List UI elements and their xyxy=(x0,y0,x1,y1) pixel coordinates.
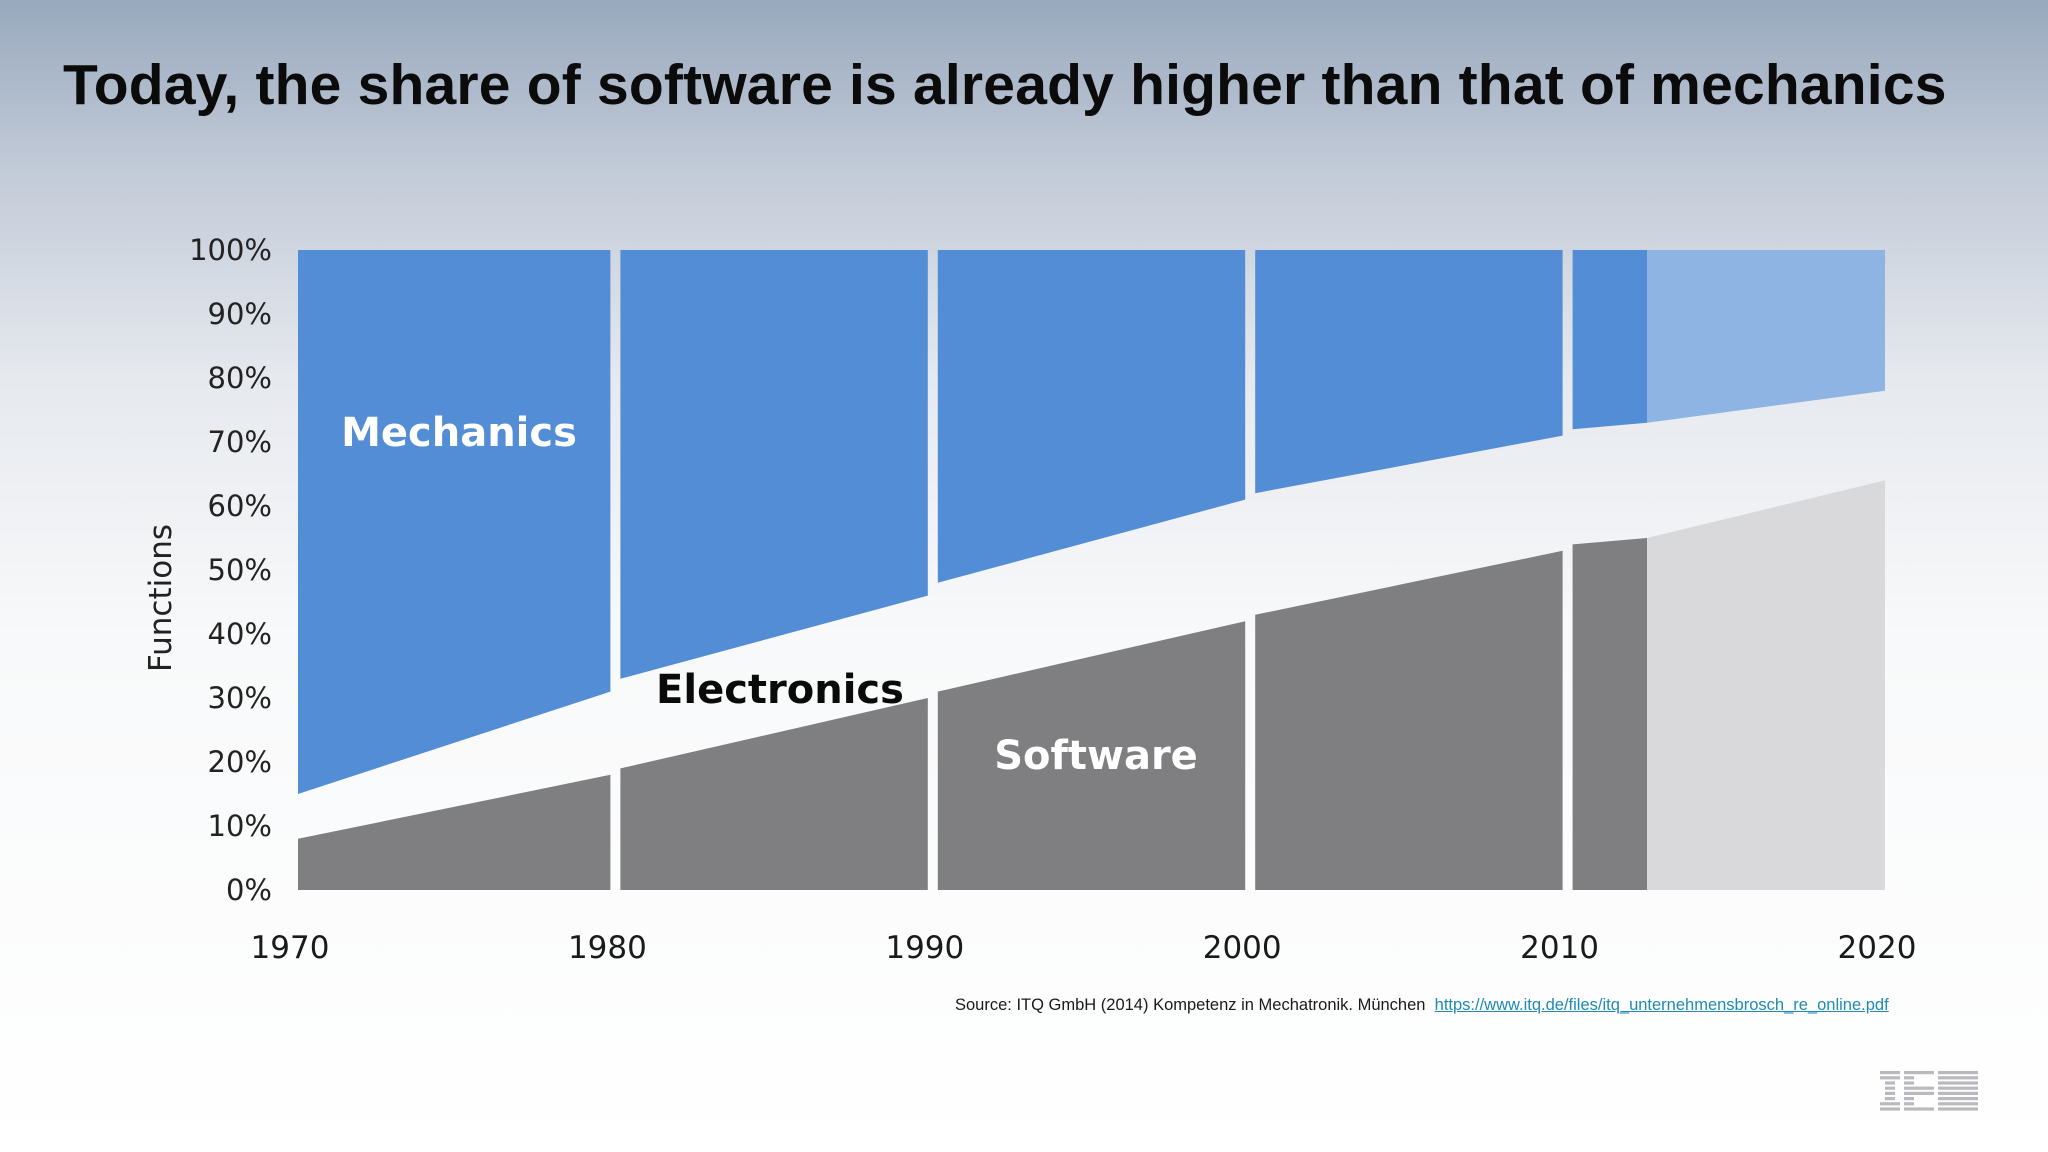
ibm-logo-stripe xyxy=(1938,1081,1978,1085)
y-tick-label: 70% xyxy=(208,425,272,459)
ibm-logo-stripe xyxy=(1938,1107,1978,1111)
software-area-2010 xyxy=(1572,538,1647,890)
ibm-logo-stripe xyxy=(1880,1076,1900,1080)
ibm-logo-stripe xyxy=(1880,1102,1900,1106)
x-tick-label: 1990 xyxy=(885,930,964,966)
mechanics-area-2010 xyxy=(1572,250,1647,430)
ibm-logo-stripes xyxy=(1880,1071,1978,1111)
software-area-1990 xyxy=(937,621,1246,890)
x-tick-label: 1970 xyxy=(251,930,330,966)
ibm-logo-stripe xyxy=(1938,1076,1978,1080)
y-tick-label: 80% xyxy=(208,361,272,395)
ibm-logo-stripe xyxy=(1904,1091,1934,1095)
x-tick-label: 2010 xyxy=(1520,930,1599,966)
mechanics-area-2000 xyxy=(1255,250,1563,494)
ibm-logo-stripe xyxy=(1938,1102,1978,1106)
software-area-2000 xyxy=(1255,550,1563,890)
ibm-logo-stripe xyxy=(1904,1081,1914,1085)
x-tick-label: 1980 xyxy=(568,930,647,966)
chart-regions xyxy=(298,250,1885,890)
y-tick-label: 10% xyxy=(208,809,272,843)
ibm-logo-stripe xyxy=(1938,1071,1978,1075)
y-tick-label: 30% xyxy=(208,681,272,715)
mechanics-area-1980 xyxy=(620,250,928,679)
y-tick-label: 40% xyxy=(208,617,272,651)
ibm-logo-stripe xyxy=(1904,1102,1914,1106)
ibm-logo-stripe xyxy=(1885,1097,1895,1101)
x-axis-ticks: 1970 1980 1990 2000 2010 2020 xyxy=(251,930,1917,966)
software-area-1970 xyxy=(298,774,611,890)
ibm-logo-stripe xyxy=(1904,1076,1914,1080)
y-tick-label: 60% xyxy=(208,489,272,523)
ibm-logo-stripe xyxy=(1938,1091,1978,1095)
software-area-forecast xyxy=(1647,480,1885,890)
y-tick-label: 100% xyxy=(189,233,272,267)
mechanics-label: Mechanics xyxy=(341,410,577,456)
mechanics-area-forecast xyxy=(1647,250,1885,423)
y-tick-label: 50% xyxy=(208,553,272,587)
source-text: Source: ITQ GmbH (2014) Kompetenz in Mec… xyxy=(955,996,1426,1014)
mechanics-area-1970 xyxy=(298,250,611,794)
ibm-logo-stripe xyxy=(1885,1091,1895,1095)
y-axis-ticks: 0% 10% 20% 30% 40% 50% 60% 70% 80% 90% 100% xyxy=(189,233,272,907)
ibm-logo-stripe xyxy=(1880,1107,1900,1111)
x-tick-label: 2020 xyxy=(1838,930,1917,966)
ibm-logo-stripe xyxy=(1904,1107,1934,1111)
ibm-logo-stripe xyxy=(1938,1086,1978,1090)
mechanics-area-1990 xyxy=(937,250,1246,583)
ibm-logo-stripe xyxy=(1885,1081,1895,1085)
y-tick-label: 90% xyxy=(208,297,272,331)
electronics-label: Electronics xyxy=(656,667,904,713)
ibm-logo xyxy=(1880,1071,1978,1111)
slide-title: Today, the share of software is already … xyxy=(63,53,1947,117)
source-link[interactable]: https://www.itq.de/files/itq_unternehmen… xyxy=(1434,996,1889,1014)
ibm-logo-stripe xyxy=(1904,1086,1934,1090)
y-tick-label: 20% xyxy=(208,745,272,779)
y-tick-label: 0% xyxy=(226,873,272,907)
source-citation: Source: ITQ GmbH (2014) Kompetenz in Mec… xyxy=(955,996,1889,1015)
software-label: Software xyxy=(994,733,1198,779)
y-axis-label: Functions xyxy=(143,524,179,672)
ibm-logo-stripe xyxy=(1938,1097,1978,1101)
ibm-logo-stripe xyxy=(1880,1071,1900,1075)
ibm-logo-stripe xyxy=(1904,1097,1914,1101)
x-tick-label: 2000 xyxy=(1203,930,1282,966)
ibm-logo-stripe xyxy=(1904,1071,1934,1075)
software-area-1980 xyxy=(620,698,928,890)
ibm-logo-stripe xyxy=(1885,1086,1895,1090)
